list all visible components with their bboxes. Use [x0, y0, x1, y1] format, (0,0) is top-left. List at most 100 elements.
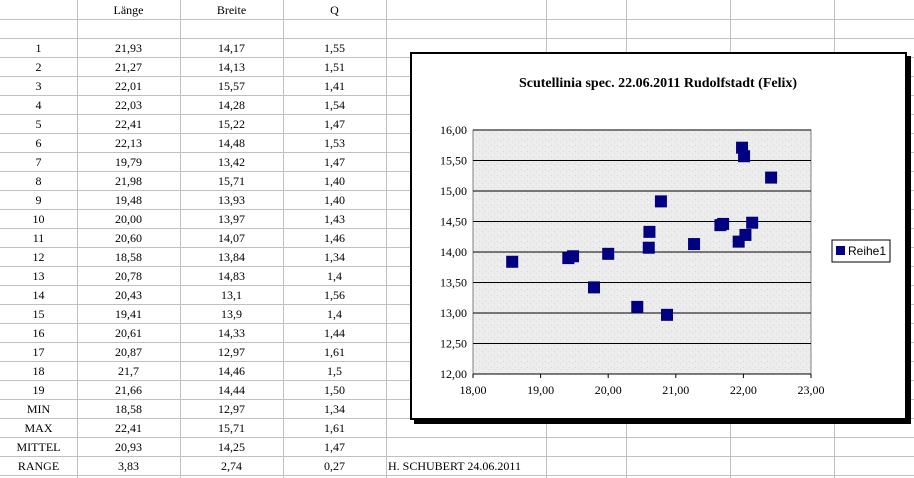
data-cell[interactable]: 1,4	[327, 307, 342, 321]
data-cell[interactable]: 21,98	[115, 174, 142, 188]
data-cell[interactable]: 2	[35, 60, 42, 74]
data-cell[interactable]: 17	[32, 345, 45, 359]
stat-cell[interactable]: 0,27	[324, 459, 345, 473]
stat-cell[interactable]: 3,83	[118, 459, 139, 473]
data-cell[interactable]: 7	[35, 155, 42, 169]
data-cell[interactable]: 9	[35, 193, 42, 207]
stat-cell[interactable]: 15,71	[218, 421, 245, 435]
data-cell[interactable]: 19	[32, 383, 45, 397]
data-cell[interactable]: 12,97	[218, 345, 245, 359]
x-axis-ticks: 18,00 19,00 20,00 21,00 22,00 23,00	[460, 374, 825, 397]
data-cell[interactable]: 1,50	[324, 383, 345, 397]
data-cell[interactable]: 13,1	[221, 288, 242, 302]
data-cell[interactable]: 15,71	[218, 174, 245, 188]
data-cell[interactable]: 1,34	[324, 250, 345, 264]
stat-cell[interactable]: 18,58	[115, 402, 142, 416]
data-cell[interactable]: 1,43	[324, 212, 345, 226]
stat-cell[interactable]: 14,25	[218, 440, 245, 454]
data-cell[interactable]: 11	[32, 231, 45, 245]
header-cell[interactable]: Q	[330, 3, 339, 17]
data-cell[interactable]: 1,47	[324, 117, 345, 131]
data-cell[interactable]: 1,46	[324, 231, 345, 245]
stat-cell[interactable]: 22,41	[115, 421, 142, 435]
data-cell[interactable]: 14,83	[218, 269, 245, 283]
data-cell[interactable]: 18,58	[115, 250, 142, 264]
stat-cell[interactable]: 1,47	[324, 440, 345, 454]
stat-label-cell[interactable]: MAX	[24, 421, 53, 435]
stat-label-cell[interactable]: MIN	[26, 402, 51, 416]
data-cell[interactable]: 14,33	[218, 326, 245, 340]
data-cell[interactable]: 1,54	[324, 98, 345, 112]
data-cell[interactable]: 1,4	[327, 269, 342, 283]
data-cell[interactable]: 15,57	[218, 79, 245, 93]
data-cell[interactable]: 5	[35, 117, 42, 131]
data-cell[interactable]: 3	[35, 79, 42, 93]
data-cell[interactable]: 4	[35, 98, 42, 112]
data-cell[interactable]: 22,13	[115, 136, 142, 150]
data-cell[interactable]: 10	[32, 212, 45, 226]
data-cell[interactable]: 1,55	[324, 41, 345, 55]
header-cell[interactable]: Länge	[113, 3, 144, 17]
stat-cell[interactable]: 20,93	[115, 440, 142, 454]
stat-cell[interactable]: 1,61	[324, 421, 345, 435]
data-cell[interactable]: 8	[35, 174, 42, 188]
data-cell[interactable]: 1,56	[324, 288, 345, 302]
data-cell[interactable]: 15,22	[218, 117, 245, 131]
y-tick-label: 13,00	[440, 306, 467, 320]
data-cell[interactable]: 18	[32, 364, 45, 378]
data-cell[interactable]: 20,78	[115, 269, 142, 283]
author-note-cell[interactable]: H. SCHUBERT 24.06.2011	[388, 459, 521, 473]
data-cell[interactable]: 1,40	[324, 193, 345, 207]
data-cell[interactable]: 6	[35, 136, 42, 150]
data-cell[interactable]: 1,47	[324, 155, 345, 169]
stat-label-cell[interactable]: MITTEL	[16, 440, 61, 454]
data-cell[interactable]: 21,66	[115, 383, 142, 397]
data-cell[interactable]: 13	[32, 269, 45, 283]
data-cell[interactable]: 20,43	[115, 288, 142, 302]
data-cell[interactable]: 13,97	[218, 212, 245, 226]
data-cell[interactable]: 14,13	[218, 60, 245, 74]
header-cell[interactable]	[0, 1, 77, 20]
data-cell[interactable]: 16	[32, 326, 45, 340]
data-cell[interactable]: 21,27	[115, 60, 142, 74]
data-cell[interactable]: 13,84	[218, 250, 245, 264]
data-cell[interactable]: 20,87	[115, 345, 142, 359]
data-cell[interactable]: 14	[32, 288, 45, 302]
data-cell[interactable]: 1,53	[324, 136, 345, 150]
data-cell[interactable]: 22,01	[115, 79, 142, 93]
data-cell[interactable]: 1,40	[324, 174, 345, 188]
chart-object[interactable]: Scutellinia spec. 22.06.2011 Rudolfstadt…	[410, 52, 907, 420]
data-cell[interactable]: 13,42	[218, 155, 245, 169]
data-cell[interactable]: 21,93	[115, 41, 142, 55]
data-cell[interactable]: 19,48	[115, 193, 142, 207]
header-cell[interactable]: Breite	[216, 3, 247, 17]
stat-cell[interactable]: 2,74	[221, 459, 242, 473]
data-cell[interactable]: 20,61	[115, 326, 142, 340]
stat-cell[interactable]: 1,34	[324, 402, 345, 416]
data-cell[interactable]: 12	[32, 250, 45, 264]
data-cell[interactable]: 14,48	[218, 136, 245, 150]
data-cell[interactable]: 22,03	[115, 98, 142, 112]
stat-label-cell[interactable]: RANGE	[17, 459, 60, 473]
data-cell[interactable]: 14,46	[218, 364, 245, 378]
data-cell[interactable]: 20,60	[115, 231, 142, 245]
data-cell[interactable]: 13,93	[218, 193, 245, 207]
data-cell[interactable]: 1,41	[324, 79, 345, 93]
data-cell[interactable]: 13,9	[221, 307, 242, 321]
data-cell[interactable]: 19,79	[115, 155, 142, 169]
data-cell[interactable]: 1,44	[324, 326, 345, 340]
data-cell[interactable]: 19,41	[115, 307, 142, 321]
data-cell[interactable]: 20,00	[115, 212, 142, 226]
stat-cell[interactable]: 12,97	[218, 402, 245, 416]
data-cell[interactable]: 1,51	[324, 60, 345, 74]
data-cell[interactable]: 1	[35, 41, 42, 55]
data-cell[interactable]: 15	[32, 307, 45, 321]
data-cell[interactable]: 14,28	[218, 98, 245, 112]
data-cell[interactable]: 1,61	[324, 345, 345, 359]
data-cell[interactable]: 21,7	[118, 364, 139, 378]
data-cell[interactable]: 14,44	[218, 383, 245, 397]
data-cell[interactable]: 1,5	[327, 364, 342, 378]
data-cell[interactable]: 14,17	[218, 41, 245, 55]
data-cell[interactable]: 22,41	[115, 117, 142, 131]
data-cell[interactable]: 14,07	[218, 231, 245, 245]
